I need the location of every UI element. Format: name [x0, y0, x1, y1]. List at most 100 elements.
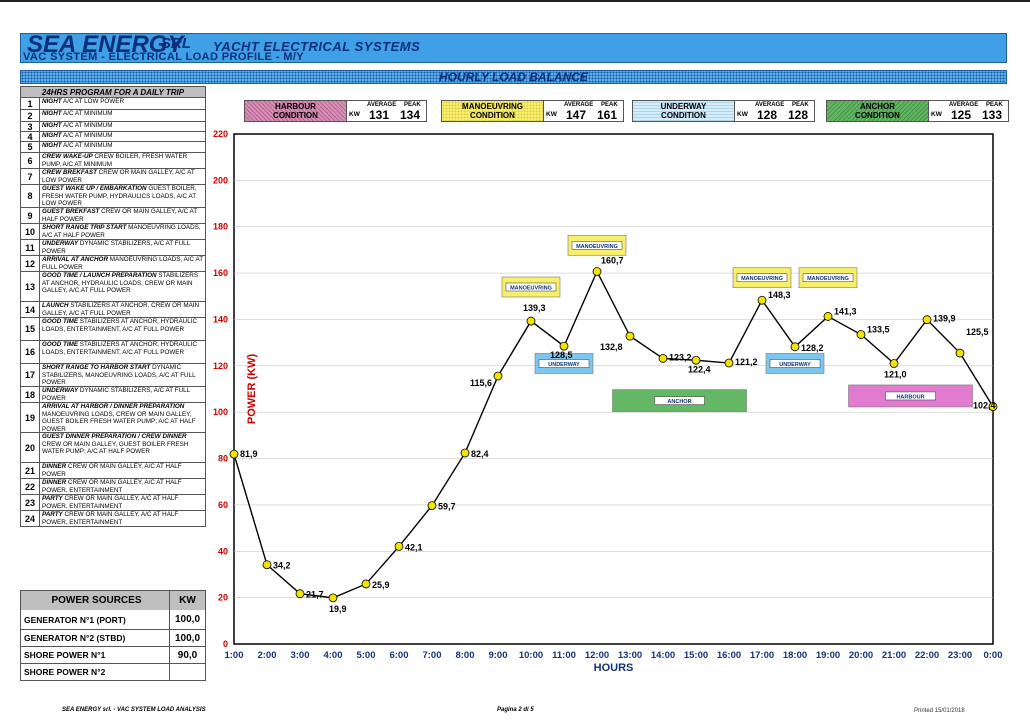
y-tick-label: 0: [223, 639, 228, 649]
program-row-phase: LAUNCH: [42, 302, 69, 309]
data-label: 121,2: [735, 357, 758, 367]
x-tick-label: 6:00: [389, 650, 408, 661]
program-row-phase: PARTY: [42, 495, 63, 502]
program-row-phase: SHORT RANGE TRIP START: [42, 224, 127, 231]
x-tick-label: 1:00: [224, 650, 243, 661]
data-label: 121,0: [884, 370, 907, 380]
power-source-name: SHORE POWER N°1: [21, 647, 170, 663]
condition-swatch: HARBOUR CONDITION: [245, 101, 347, 121]
program-row-number: 16: [21, 341, 40, 363]
condition-peak-value: 134: [400, 108, 421, 122]
x-tick-label: 5:00: [356, 650, 375, 661]
data-point: [427, 501, 437, 511]
program-row-phase: PARTY: [42, 511, 63, 518]
data-point: [724, 358, 734, 368]
data-point: [493, 371, 503, 381]
data-label: 133,5: [867, 325, 890, 335]
condition-peak-value: 133: [982, 108, 1003, 122]
program-row-loads: STABILIZERS AT ANCHOR, CREW OR MAIN GALL…: [42, 302, 200, 317]
program-row-loads: STABILIZERS AT ANCHOR, HYDRAULIC LOADS, …: [42, 318, 198, 333]
annotation-label-bg: [505, 282, 557, 292]
program-row: 6 CREW WAKE-UP CREW BOILER, FRESH WATER P…: [20, 153, 206, 169]
data-label: 132,8: [600, 342, 623, 352]
program-row-text: GOOD TIME / LAUNCH PREPARATION STABILIZE…: [40, 272, 205, 301]
x-tick-label: 8:00: [455, 650, 474, 661]
program-row-number: 18: [21, 387, 40, 402]
condition-average-label: AVERAGE: [949, 102, 979, 108]
power-source-row: GENERATOR N°2 (STBD) 100,0: [21, 629, 205, 646]
program-row: 21 DINNER CREW OR MAIN GALLEY, A/C AT HAL…: [20, 463, 206, 479]
program-row-number: 10: [21, 224, 40, 239]
program-row-phase: NIGHT: [42, 110, 62, 117]
program-row-number: 23: [21, 495, 40, 510]
company-suffix: SRL: [161, 35, 191, 52]
program-row-loads: GUEST BOILER, FRESH WATER PUMP, HYDRAULI…: [42, 185, 197, 207]
y-tick-label: 220: [213, 129, 228, 139]
condition-manoeuvring: MANOEUVRING CONDITION KW AVERAGE PEAK 147 161: [441, 100, 624, 122]
data-point: [295, 589, 305, 599]
y-tick-label: 180: [213, 222, 228, 232]
program-row-text: DINNER CREW OR MAIN GALLEY, A/C AT HALF …: [40, 463, 205, 478]
program-row: 11 UNDERWAY DYNAMIC STABILIZERS, A/C AT F…: [20, 240, 206, 256]
condition-unit: KW: [931, 111, 942, 118]
program-row-number: 20: [21, 433, 40, 462]
data-point: [988, 402, 998, 412]
condition-label: CONDITION: [273, 111, 318, 120]
power-sources-header: POWER SOURCES KW: [21, 591, 205, 610]
data-point: [328, 593, 338, 603]
condition-label: CONDITION: [855, 111, 900, 120]
section-title: HOURLY LOAD BALANCE: [439, 70, 588, 84]
y-tick-label: 40: [218, 546, 228, 556]
y-tick-label: 60: [218, 500, 228, 510]
data-point: [823, 312, 833, 321]
program-row: 24 PARTY CREW OR MAIN GALLEY, A/C AT HALF…: [20, 511, 206, 527]
power-source-kw: 90,0: [177, 649, 198, 661]
program-row-phase: CREW BREKFAST: [42, 169, 97, 176]
program-row-text: PARTY CREW OR MAIN GALLEY, A/C AT HALF P…: [40, 495, 205, 510]
program-row-number: 6: [21, 153, 40, 168]
condition-swatch: UNDERWAY CONDITION: [633, 101, 735, 121]
data-label: 59,7: [438, 502, 456, 512]
program-row-text: NIGHT A/C AT LOW POWER: [40, 98, 205, 109]
top-border-line: [0, 0, 1030, 2]
program-row: 22 DINNER CREW OR MAIN GALLEY, A/C AT HAL…: [20, 479, 206, 495]
program-row-text: NIGHT A/C AT MINIMUM: [40, 122, 205, 131]
program-row-number: 12: [21, 256, 40, 271]
program-row-phase: UNDERWAY: [42, 240, 79, 247]
y-tick-label: 120: [213, 361, 228, 371]
program-row-loads: MANOEUVRING LOADS, A/C AT HALF POWER: [42, 224, 201, 239]
condition-swatch: MANOEUVRING CONDITION: [442, 101, 544, 121]
program-row-phase: GUEST BREKFAST: [42, 208, 100, 215]
x-tick-label: 0:00: [983, 650, 1002, 661]
program-table-title: 24HRS PROGRAM FOR A DAILY TRIP: [20, 86, 206, 98]
data-point: [394, 542, 404, 551]
data-label: 139,9: [933, 314, 956, 324]
program-row-loads: CREW OR MAIN GALLEY, A/C AT HALF POWER, …: [42, 495, 179, 510]
program-row-phase: SHORT RANGE TO HARBOR START: [42, 364, 151, 371]
x-tick-label: 15:00: [684, 650, 708, 661]
program-row-text: SHORT RANGE TO HARBOR START DYNAMIC STAB…: [40, 364, 205, 386]
data-point: [955, 348, 965, 358]
condition-peak-label: PEAK: [601, 102, 618, 108]
x-tick-label: 14:00: [651, 650, 675, 661]
footer-printed: Printed 15/01/2018: [914, 708, 965, 714]
annotation-label-bg: [654, 396, 705, 405]
program-row: 4 NIGHT A/C AT MINIMUM: [20, 132, 206, 142]
program-row: 8 GUEST WAKE UP / EMBARKATION GUEST BOILE…: [20, 185, 206, 208]
program-row: 13 GOOD TIME / LAUNCH PREPARATION STABILI…: [20, 272, 206, 302]
data-label: 21,7: [306, 590, 324, 600]
program-row-loads: CREW OR MAIN GALLEY, GUEST BOILER FRESH …: [42, 440, 189, 456]
x-tick-label: 3:00: [290, 650, 309, 661]
program-row-text: GOOD TIME STABILIZERS AT ANCHOR, HYDRAUL…: [40, 318, 205, 340]
power-sources-rows: GENERATOR N°1 (PORT) 100,0 GENERATOR N°2 (…: [21, 610, 205, 680]
program-row-loads: MANOEUVRING LOADS, CREW OR MAIN GALLEY, …: [42, 410, 196, 432]
program-row-number: 2: [21, 110, 40, 121]
data-label: 19,9: [329, 604, 347, 614]
condition-peak-label: PEAK: [986, 102, 1003, 108]
program-row-phase: GOOD TIME: [42, 341, 79, 348]
program-row-phase: ARRIVAL AT ANCHOR: [42, 256, 108, 263]
y-tick-label: 20: [218, 593, 228, 603]
condition-unit: KW: [546, 111, 557, 118]
program-row-text: ARRIVAL AT ANCHOR MANOEUVRING LOADS, A/C…: [40, 256, 205, 271]
program-row-loads: CREW OR MAIN GALLEY, A/C AT HALF POWER, …: [42, 479, 182, 494]
